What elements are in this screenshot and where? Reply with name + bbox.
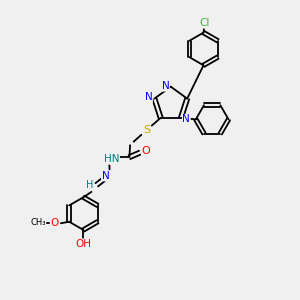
Text: N: N <box>101 171 109 181</box>
Text: H: H <box>86 180 93 190</box>
Text: OH: OH <box>75 239 92 249</box>
Text: N: N <box>182 114 190 124</box>
Text: O: O <box>141 146 150 156</box>
Text: O: O <box>50 218 59 228</box>
Text: N: N <box>145 92 152 102</box>
Text: Cl: Cl <box>199 18 209 28</box>
Text: CH₃: CH₃ <box>30 218 46 227</box>
Text: HN: HN <box>104 154 119 164</box>
Text: N: N <box>162 81 169 91</box>
Text: S: S <box>143 125 150 135</box>
